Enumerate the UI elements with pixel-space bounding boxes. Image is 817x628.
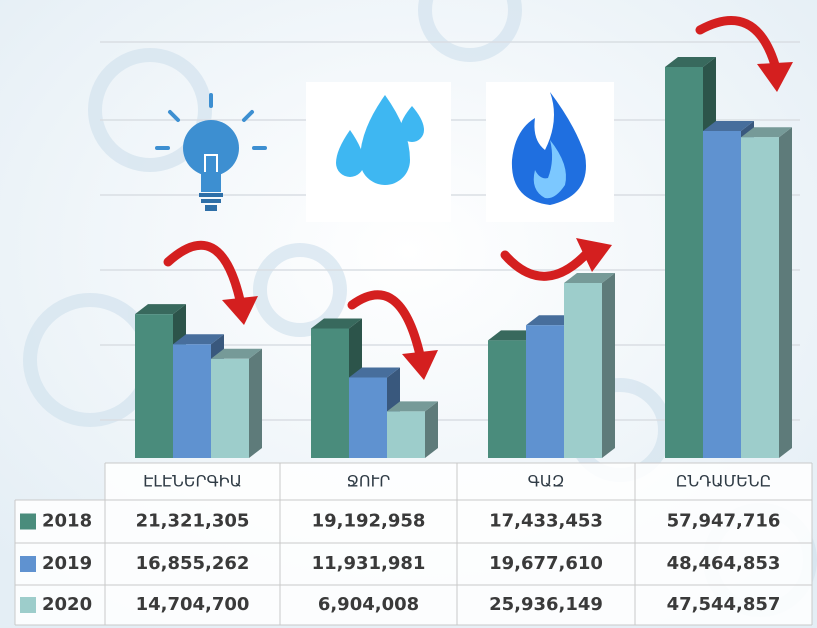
legend-label: 2019: [42, 553, 92, 574]
value-label: 25,936,149: [489, 594, 603, 615]
legend-swatch: [20, 556, 36, 572]
category-label: ՋՈՒՐ: [347, 472, 391, 491]
legend-swatch: [20, 597, 36, 613]
water-icon: [306, 82, 451, 222]
value-label: 48,464,853: [667, 553, 781, 574]
legend-label: 2020: [42, 594, 92, 615]
category-label: ԷԼԷՆԵՐԳԻԱ: [143, 472, 242, 491]
bar: [349, 377, 387, 458]
bar: [703, 131, 741, 458]
legend-swatch: [20, 514, 36, 530]
category-label: ԳԱԶ: [528, 472, 565, 491]
value-label: 21,321,305: [136, 511, 250, 532]
value-label: 14,704,700: [136, 594, 250, 615]
value-label: 57,947,716: [667, 511, 781, 532]
value-label: 11,931,981: [312, 553, 426, 574]
bar: [311, 328, 349, 458]
bar: [211, 359, 249, 458]
bar-side: [249, 349, 262, 458]
bar: [665, 67, 703, 458]
chart: ԷԼԷՆԵՐԳԻԱ ՋՈՒՐ ԳԱԶ ԸՆԴԱՄԵՆԸ 2018 21,321,305 19…: [0, 0, 817, 628]
value-label: 47,544,857: [667, 594, 781, 615]
value-label: 16,855,262: [136, 553, 250, 574]
value-label: 19,677,610: [489, 553, 603, 574]
value-label: 17,433,453: [489, 511, 603, 532]
bar: [526, 325, 564, 458]
legend-label: 2018: [42, 511, 92, 532]
value-label: 19,192,958: [312, 511, 426, 532]
category-label: ԸՆԴԱՄԵՆԸ: [676, 472, 771, 491]
bar: [564, 283, 602, 458]
bar-side: [602, 273, 615, 458]
bar: [387, 411, 425, 458]
bar: [173, 344, 211, 458]
flame-icon: [486, 82, 614, 222]
bar: [135, 314, 173, 458]
bar-side: [779, 127, 792, 458]
bar: [488, 340, 526, 458]
value-label: 6,904,008: [318, 594, 419, 615]
bar: [741, 137, 779, 458]
